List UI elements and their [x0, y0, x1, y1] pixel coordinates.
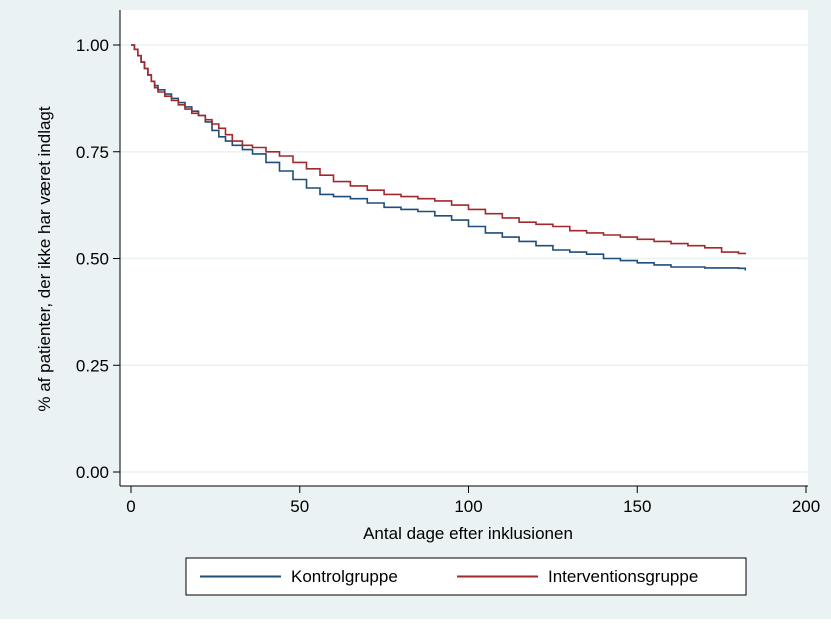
- series-lines: [131, 44, 747, 271]
- series-line-kontrolgruppe: [131, 44, 747, 271]
- series-line-interventionsgruppe: [131, 44, 747, 255]
- x-tick-label-1: 50: [290, 497, 309, 516]
- legend-label-kontrolgruppe: Kontrolgruppe: [291, 567, 398, 586]
- y-tick-label-4: 1.00: [76, 36, 109, 55]
- x-tick-label-2: 100: [454, 497, 482, 516]
- x-tick-label-4: 200: [792, 497, 820, 516]
- y-tick-label-0: 0.00: [76, 463, 109, 482]
- y-tick-label-3: 0.75: [76, 143, 109, 162]
- grid-lines: [120, 44, 808, 473]
- x-axis-title: Antal dage efter inklusionen: [363, 524, 573, 543]
- plot-area: [120, 10, 808, 486]
- tick-marks: 0.00 0.25 0.50 0.75 1.00 0 50 100 150 200: [76, 36, 820, 516]
- legend: Kontrolgruppe Interventionsgruppe: [185, 557, 747, 596]
- x-tick-label-3: 150: [623, 497, 651, 516]
- y-axis-title: % af patienter, der ikke har været indla…: [35, 106, 54, 411]
- legend-label-interventionsgruppe: Interventionsgruppe: [548, 567, 698, 586]
- y-tick-label-1: 0.25: [76, 356, 109, 375]
- y-tick-label-2: 0.50: [76, 250, 109, 269]
- axes: [119, 10, 808, 487]
- x-tick-label-0: 0: [126, 497, 135, 516]
